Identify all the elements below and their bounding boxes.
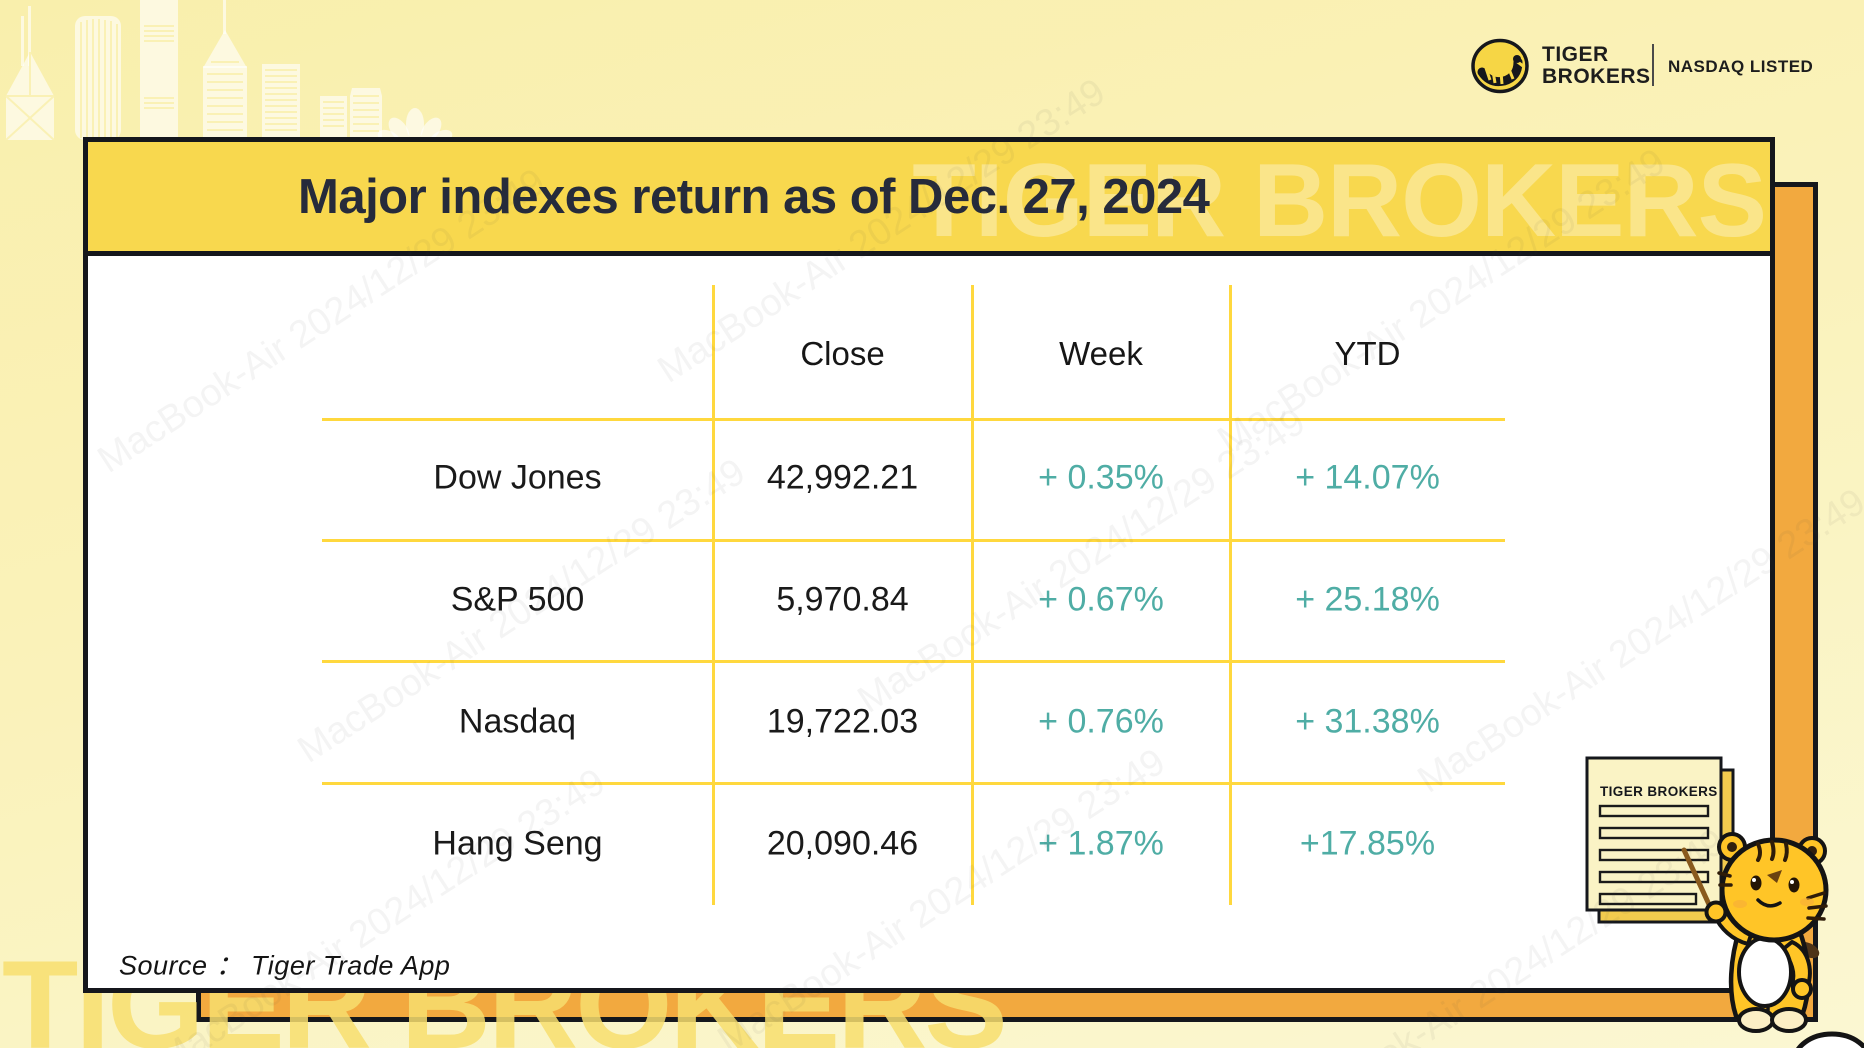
title-bar-brand-watermark: TIGER BROKERS xyxy=(912,142,1767,256)
table-column-divider xyxy=(1229,285,1232,905)
week-change: + 0.67% xyxy=(1038,580,1164,619)
corner-white-shape xyxy=(1796,1031,1864,1048)
brand-name: TIGER BROKERS xyxy=(1542,43,1651,89)
hongkong-skyline-illustration xyxy=(5,0,453,140)
tiger-foot xyxy=(1737,1007,1775,1033)
tiger-eye xyxy=(1788,877,1800,893)
table-row-divider xyxy=(322,539,1505,542)
nasdaq-listed-label: NASDAQ LISTED xyxy=(1668,57,1814,76)
ytd-change: + 25.18% xyxy=(1295,580,1440,619)
table-column-divider xyxy=(712,285,715,905)
close-value: 19,722.03 xyxy=(766,702,919,741)
table-row-divider xyxy=(322,418,1505,421)
close-value: 42,992.21 xyxy=(766,458,919,497)
pointer-stick xyxy=(1681,847,1715,914)
index-name: Nasdaq xyxy=(458,702,577,741)
week-change: + 0.76% xyxy=(1038,702,1164,741)
table-row-divider xyxy=(322,660,1505,663)
table-column-divider xyxy=(971,285,974,905)
index-table-card: TIGER BROKERS Major indexes return as of… xyxy=(83,137,1775,993)
document-title: TIGER BROKERS xyxy=(1600,784,1718,799)
index-name: Dow Jones xyxy=(433,458,602,497)
tiger-head xyxy=(1719,837,1829,943)
source-note: Source ： Tiger Trade App xyxy=(119,950,451,981)
table-row-divider xyxy=(322,782,1505,785)
column-header-week: Week xyxy=(1059,335,1143,372)
week-change: + 1.87% xyxy=(1038,824,1164,863)
brand-name-line1: TIGER xyxy=(1542,43,1609,66)
index-name: S&P 500 xyxy=(450,580,585,619)
ytd-change: +17.85% xyxy=(1299,824,1436,863)
week-change: + 0.35% xyxy=(1038,458,1164,497)
brand-header: TIGER BROKERS NASDAQ LISTED xyxy=(1470,36,1850,102)
column-header-ytd: YTD xyxy=(1334,335,1401,372)
tiger-mascot-with-document: TIGER BROKERS xyxy=(1585,756,1864,1048)
close-value: 20,090.46 xyxy=(766,824,919,863)
column-header-close: Close xyxy=(800,335,885,372)
tiger-mouth xyxy=(1756,898,1782,908)
brand-name-line2: BROKERS xyxy=(1542,65,1651,89)
document-text-bars xyxy=(1598,804,1710,906)
brand-divider xyxy=(1652,44,1654,86)
tiger-belly xyxy=(1737,936,1793,1008)
tiger-cheek-stripes xyxy=(1717,871,1828,921)
ytd-change: + 14.07% xyxy=(1295,458,1440,497)
tiger-eye xyxy=(1750,875,1762,891)
title-bar: TIGER BROKERS Major indexes return as of… xyxy=(88,142,1770,256)
close-value: 5,970.84 xyxy=(776,580,909,619)
index-name: Hang Seng xyxy=(432,824,603,863)
tiger-nose xyxy=(1767,870,1782,883)
ytd-change: + 31.38% xyxy=(1295,702,1440,741)
page-title: Major indexes return as of Dec. 27, 2024 xyxy=(298,169,1210,224)
tiger-forehead-stripes xyxy=(1756,840,1789,862)
tiger-circle-logo-icon xyxy=(1471,38,1529,94)
tiger-foot xyxy=(1770,1007,1808,1033)
